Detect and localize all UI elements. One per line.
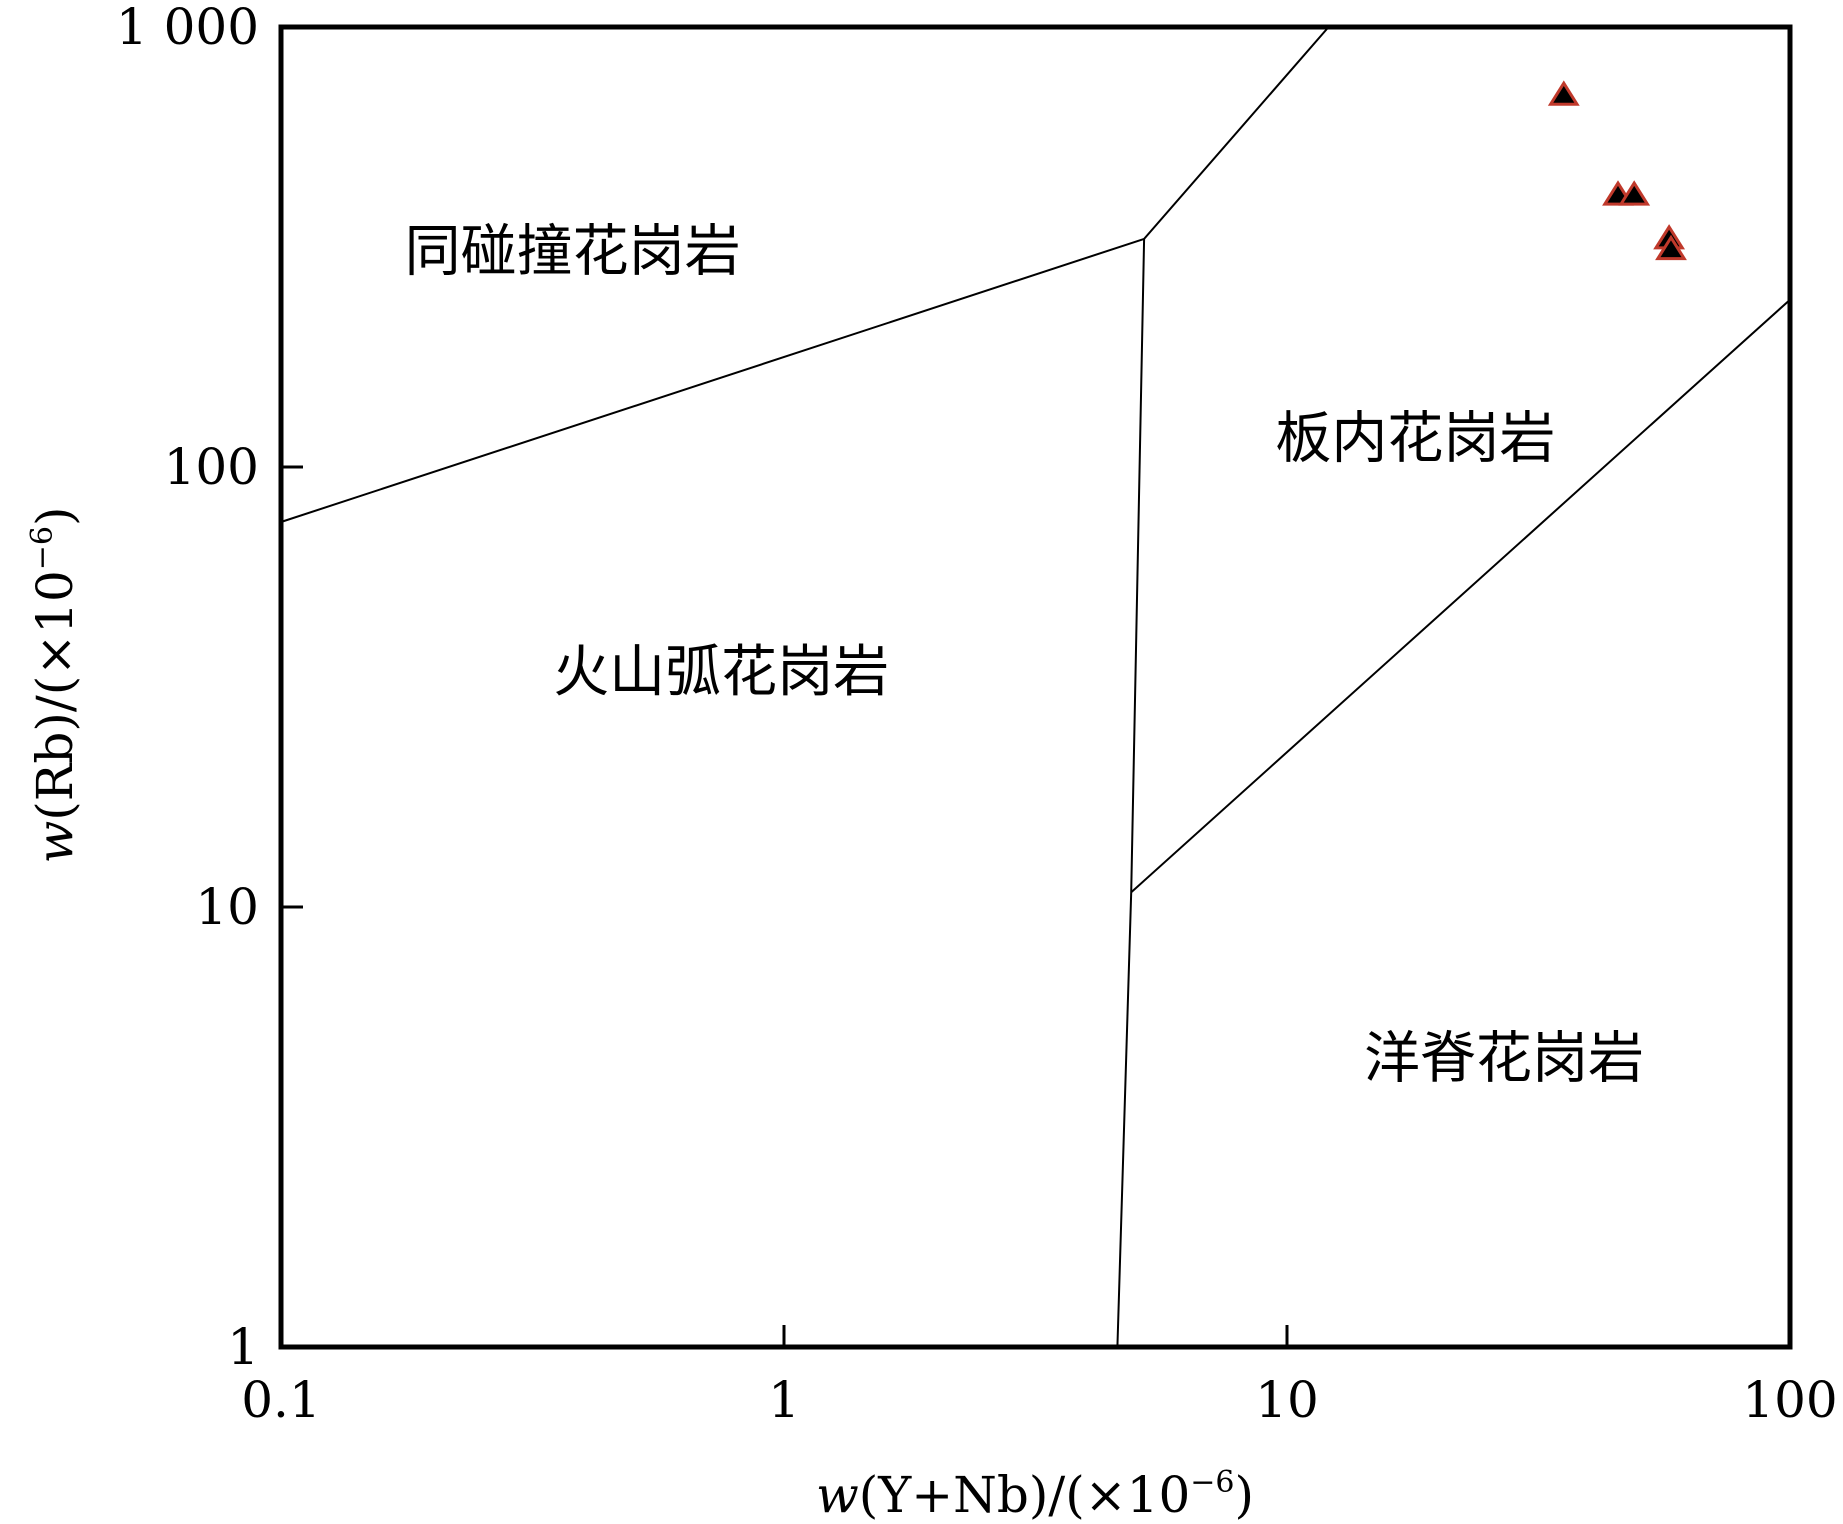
- boundary-line-1: [1116, 238, 1146, 1348]
- y-tick-label: 10: [195, 878, 259, 936]
- data-point-triangle: [1618, 180, 1651, 206]
- region-label: 板内花岗岩: [1275, 407, 1555, 472]
- y-tick-label: 1: [227, 1318, 259, 1376]
- boundary-line-2: [1130, 298, 1791, 894]
- region-label: 洋脊花岗岩: [1364, 1026, 1644, 1091]
- x-tick-label: 0.1: [241, 1371, 321, 1429]
- region-label: 火山弧花岗岩: [553, 640, 889, 705]
- x-tick-label: 1: [768, 1371, 800, 1429]
- x-tick-label: 10: [1255, 1371, 1319, 1429]
- region-boundaries: [280, 26, 1791, 1348]
- y-tick-label: 1 000: [116, 0, 259, 56]
- data-point-triangle: [1547, 80, 1580, 106]
- x-tick-label: 100: [1742, 1371, 1837, 1429]
- data-points: [1547, 80, 1687, 261]
- y-tick-label: 100: [164, 438, 259, 496]
- region-label: 同碰撞花岗岩: [405, 219, 741, 284]
- y-axis-label: w(Rb)/(×10−6): [25, 506, 84, 863]
- x-axis-label: w(Y+Nb)/(×10−6): [816, 1465, 1254, 1524]
- data-point-triangle: [1655, 234, 1687, 261]
- plot-frame: [278, 24, 1793, 1350]
